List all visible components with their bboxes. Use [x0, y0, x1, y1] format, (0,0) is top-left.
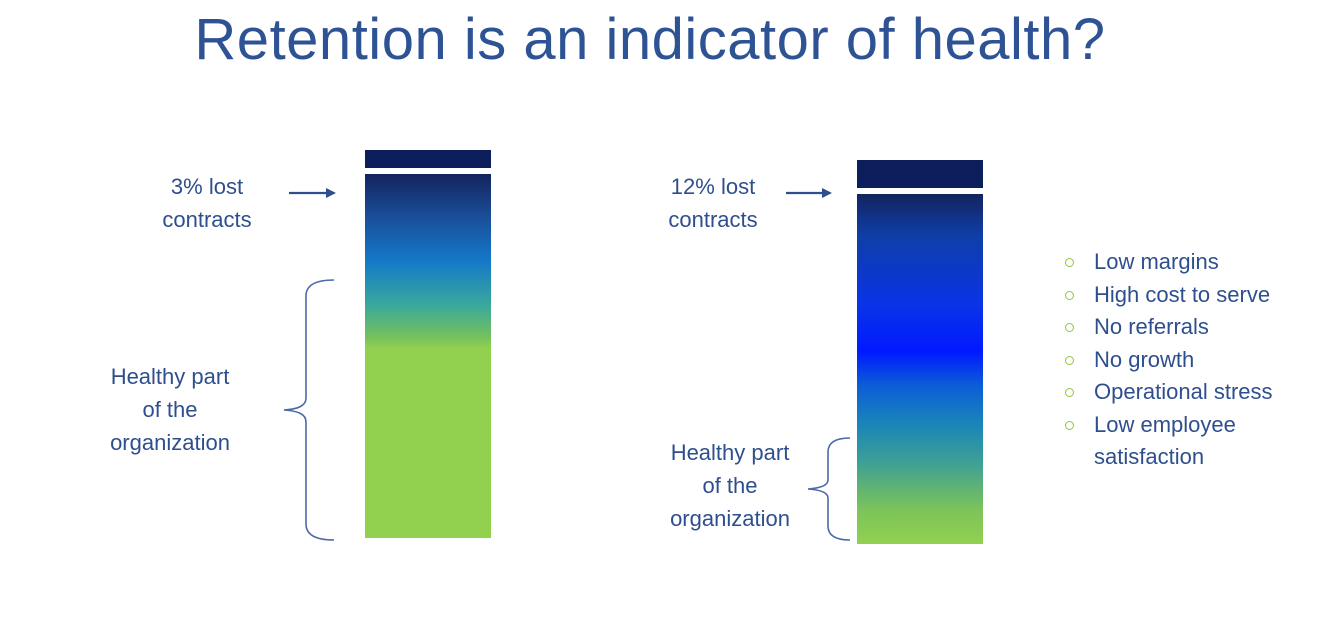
right-lost-label: 12% lost contracts [643, 170, 783, 236]
consequences-list: Low margins High cost to serve No referr… [1062, 246, 1328, 474]
list-item: No referrals [1062, 311, 1328, 344]
list-item: High cost to serve [1062, 279, 1328, 312]
right-lost-label-line2: contracts [668, 207, 758, 232]
right-retained-bar [857, 194, 983, 544]
right-lost-segment [857, 160, 983, 188]
right-healthy-line3: organization [670, 506, 790, 531]
page-title: Retention is an indicator of health? [194, 7, 1106, 72]
right-healthy-line2: of the [702, 473, 758, 498]
list-item: Low margins [1062, 246, 1328, 279]
left-healthy-label: Healthy part of the organization [80, 360, 260, 459]
left-lost-label-line2: contracts [162, 207, 252, 232]
left-lost-label: 3% lost contracts [140, 170, 274, 236]
left-healthy-line1: Healthy part [110, 364, 230, 389]
left-healthy-line2: of the [142, 397, 198, 422]
left-healthy-line3: organization [110, 430, 230, 455]
list-item: Operational stress [1062, 376, 1328, 409]
bullet-circle-icon [1065, 290, 1074, 300]
right-lost-label-line1: 12% lost [670, 174, 756, 199]
left-lost-segment [365, 150, 491, 168]
left-lost-label-line1: 3% lost [170, 174, 244, 199]
left-retained-bar [365, 174, 491, 538]
bullet-circle-icon [1065, 258, 1074, 267]
bullet-circle-icon [1065, 420, 1074, 430]
bullet-circle-icon [1065, 388, 1074, 397]
list-item: No growth [1062, 344, 1328, 377]
bullet-circle-icon [1065, 355, 1074, 365]
right-healthy-line1: Healthy part [670, 440, 790, 465]
right-healthy-label: Healthy part of the organization [640, 436, 820, 535]
bullet-circle-icon [1065, 323, 1074, 332]
list-item: Low employee satisfaction [1062, 409, 1328, 474]
left-brace-icon [283, 279, 335, 541]
